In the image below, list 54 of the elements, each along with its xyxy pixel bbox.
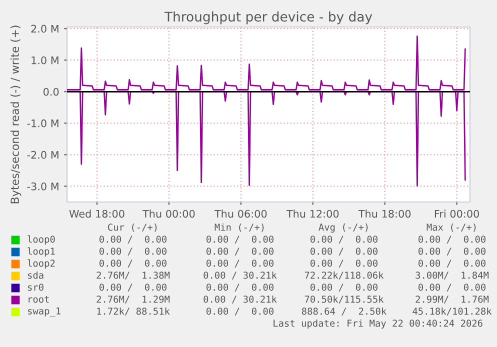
text: 0.00 / 0.00 (206, 236, 274, 244)
text: 0.00 / 0.00 (206, 260, 274, 268)
x-tick-label: Thu 00:00 (142, 210, 195, 218)
text: 70.50k/115.55k (304, 295, 384, 304)
text: Last update: Fri May 22 00:40:24 2026 (274, 319, 482, 329)
legend-label: swap_1 (28, 307, 60, 317)
text: 0.00 / 30.21k (204, 295, 277, 304)
text: 0.00 / 0.00 (100, 248, 167, 256)
y-tick-label: 1.0 M (32, 56, 58, 64)
text: 0.00 / 0.00 (100, 236, 167, 244)
text: 0.00 / 0.00 (310, 236, 378, 244)
text: Avg (-/+) (318, 223, 368, 233)
x-tick-label: Wed 18:00 (69, 210, 124, 218)
legend-label: root (28, 296, 49, 303)
x-tick-label: Thu 12:00 (286, 210, 339, 218)
text: 72.22k/118.06k (304, 271, 384, 280)
text: 1.72k/ 88.51k (97, 307, 170, 316)
legend-label: loop1 (28, 247, 55, 257)
legend-label: sr0 (28, 284, 44, 291)
y-tick-label: 2.0 M (31, 24, 58, 33)
text: 3.00M/ 1.84M (416, 272, 489, 280)
y-axis-title: Bytes/second read (-) / write (+) (10, 26, 22, 204)
legend-label: loop0 (28, 235, 55, 245)
text: Min (-/+) (214, 223, 264, 232)
text: 0.00 / 0.00 (310, 260, 378, 268)
x-tick-label: Thu 18:00 (358, 210, 411, 218)
text: 2.76M/ 1.38M (96, 272, 170, 280)
text: 0.00 / 0.00 (100, 260, 167, 268)
legend-label: sda (28, 271, 44, 279)
y-tick-label: 0.0 (43, 88, 59, 96)
text: Max (-/+) (426, 223, 476, 232)
text: 0.00 / 0.00 (310, 284, 378, 292)
text: 0.00 / 0.00 (418, 260, 486, 268)
text: 0.00 / 0.00 (418, 284, 486, 292)
x-tick-label: Fri 00:00 (434, 210, 479, 218)
chart-title: Throughput per device - by day (164, 11, 372, 24)
text: 0.00 / 0.00 (418, 236, 486, 244)
text: 0.00 / 0.00 (100, 284, 167, 292)
text: 0.00 / 0.00 (418, 248, 486, 256)
text: 888.64 / 2.50k (302, 307, 387, 316)
text: 2.99M/ 1.76M (416, 296, 489, 304)
y-tick-label: -2.0 M (27, 150, 58, 159)
text: 45.18k/101.28k (412, 307, 492, 316)
text: 0.00 / 30.21k (204, 271, 277, 280)
text: 0.00 / 0.00 (206, 248, 274, 256)
legend-label: loop2 (28, 259, 55, 269)
text: 2.76M/ 1.29M (96, 296, 170, 304)
y-tick-label: -1.0 M (27, 119, 58, 128)
text: 0.00 / 0.00 (206, 284, 274, 292)
text: 0.00 / 0.00 (310, 248, 378, 256)
text: Cur (-/+) (108, 223, 157, 232)
x-tick-label: Thu 06:00 (214, 210, 267, 218)
y-tick-label: -3.0 M (27, 182, 58, 190)
text: 0.00 / 0.00 (206, 308, 274, 316)
